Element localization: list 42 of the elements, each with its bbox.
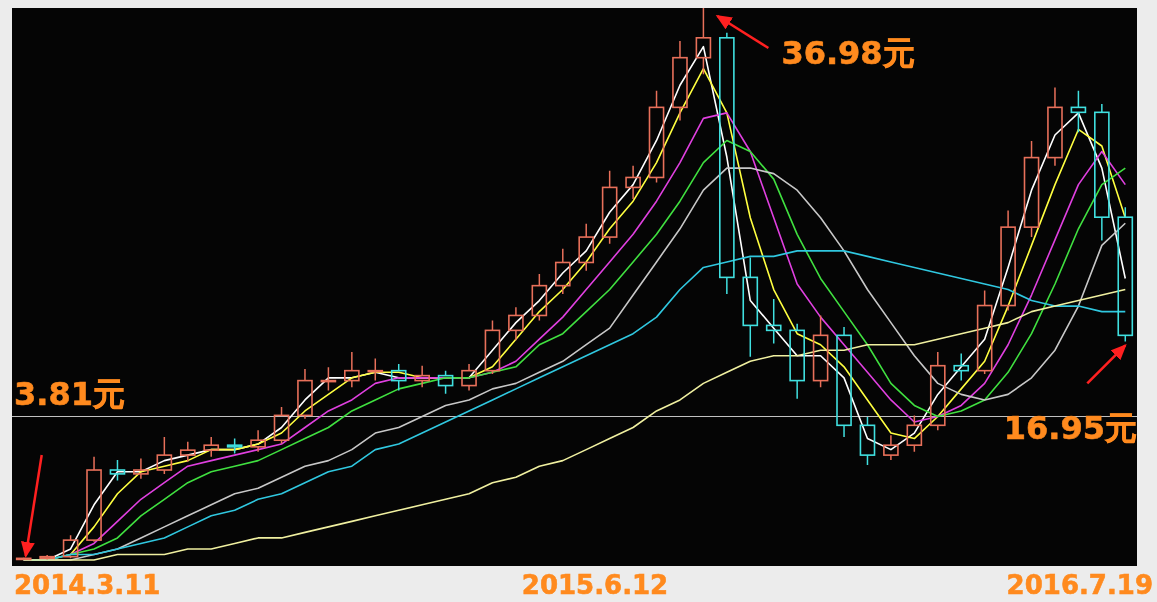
candlestick: [203, 436, 220, 458]
annotation: 16.95元: [1003, 409, 1137, 448]
candlestick: [672, 40, 688, 122]
candlestick: [953, 352, 970, 382]
candlestick: [859, 416, 876, 466]
candlestick: [508, 306, 524, 342]
candlestick: [789, 322, 805, 400]
candlestick: [883, 434, 899, 461]
candlestick: [836, 326, 852, 438]
candlestick: [695, 7, 712, 75]
annotation: 3.81元: [14, 375, 125, 413]
candlestick: [812, 314, 829, 388]
annotation: 36.98元: [781, 34, 915, 72]
candlestick: [742, 256, 759, 358]
candlestick: [719, 32, 735, 295]
text: 2014.3.11: [14, 570, 161, 600]
candlestick: [601, 170, 618, 245]
candlestick: [320, 366, 337, 392]
candlestick: [1070, 90, 1087, 133]
candlestick: [1047, 86, 1063, 167]
candlestick: [1094, 103, 1110, 242]
candlestick: [297, 368, 313, 420]
candlestick: [1000, 209, 1016, 312]
candlestick: [133, 457, 149, 480]
candlestick: [461, 363, 477, 392]
text: 2015.6.12: [521, 570, 669, 600]
candlestick: [250, 429, 266, 453]
candlestick: [578, 223, 595, 272]
candlestick: [976, 289, 993, 375]
candlestick: [344, 351, 360, 388]
candlestick: [554, 247, 571, 295]
candlestick: [367, 357, 384, 382]
candlestick: [86, 456, 102, 543]
candlestick: [625, 165, 641, 200]
candlestick: [1023, 140, 1040, 238]
candlestick: [156, 436, 173, 475]
text: 2016.7.19: [1006, 570, 1153, 600]
candlestick: [765, 298, 782, 345]
candlestick: [648, 90, 665, 184]
candlestick: [929, 351, 946, 432]
candlestick: [414, 364, 430, 388]
candlestick: [179, 441, 196, 463]
